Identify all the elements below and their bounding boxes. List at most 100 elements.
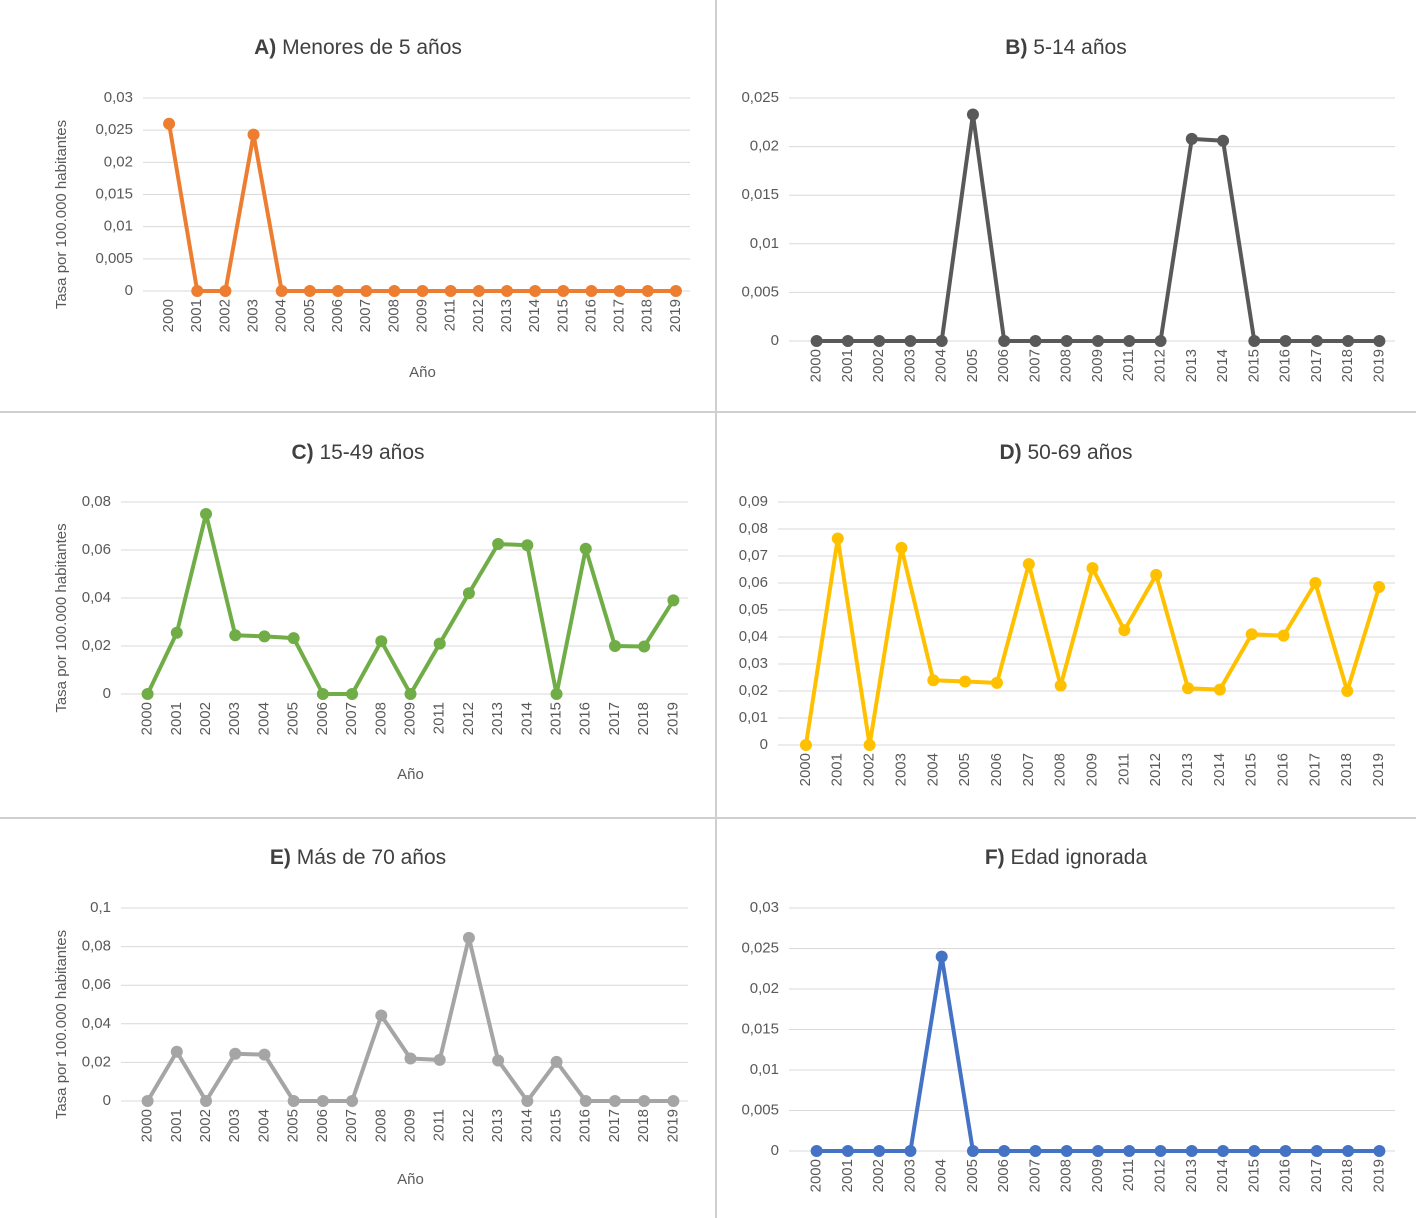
y-tick-label: 0 bbox=[103, 685, 111, 702]
data-point bbox=[895, 541, 908, 554]
data-point bbox=[1217, 134, 1230, 147]
panel-letter: E) bbox=[270, 846, 291, 869]
data-point bbox=[1123, 1145, 1136, 1157]
data-point bbox=[492, 538, 505, 550]
x-tick-label: 2002 bbox=[870, 1159, 887, 1192]
x-tick-label: 2016 bbox=[1275, 753, 1292, 786]
x-tick-label: 2014 bbox=[1214, 349, 1231, 382]
x-tick-label: 2012 bbox=[1151, 1159, 1168, 1192]
x-tick-label: 2007 bbox=[1020, 753, 1037, 786]
x-tick-label: 2000 bbox=[139, 1109, 156, 1142]
data-point bbox=[1182, 682, 1195, 695]
data-point bbox=[935, 950, 948, 963]
y-tick-label: 0 bbox=[771, 1142, 779, 1159]
x-tick-label: 2015 bbox=[548, 1109, 565, 1142]
panel-title: 15-49 años bbox=[319, 441, 424, 464]
data-point bbox=[229, 1047, 242, 1060]
chart-panel: B) 5-14 años 0 0,005 0,01 0,015 0,02 0,025 2000… bbox=[741, 36, 1395, 382]
panel-letter: B) bbox=[1005, 36, 1027, 59]
x-tick-label: 2011 bbox=[431, 1109, 448, 1141]
x-tick-label: 2016 bbox=[577, 1109, 594, 1142]
panel-title: 5-14 años bbox=[1033, 36, 1126, 59]
x-tick-label: 2005 bbox=[956, 753, 973, 786]
x-tick-label: 2001 bbox=[839, 349, 856, 382]
data-point bbox=[1213, 683, 1226, 696]
chart-panel: E) Más de 70 años 0 0,02 0,04 0,06 0,08 0,1 200… bbox=[53, 846, 688, 1188]
data-point bbox=[433, 637, 446, 650]
data-point bbox=[1373, 1145, 1386, 1157]
data-point bbox=[229, 629, 242, 642]
x-tick-label: 2013 bbox=[1179, 753, 1196, 786]
x-tick-label: 2014 bbox=[1211, 753, 1228, 786]
x-axis-label: Año bbox=[397, 1171, 424, 1188]
panel-title: Edad ignorada bbox=[1011, 846, 1148, 869]
data-point bbox=[500, 285, 513, 297]
x-tick-label: 2013 bbox=[489, 1109, 506, 1142]
y-tick-label: 0,04 bbox=[82, 589, 111, 606]
panel-letter: F) bbox=[985, 846, 1005, 869]
x-tick-label: 2004 bbox=[273, 299, 290, 332]
y-tick-label: 0,02 bbox=[82, 637, 111, 654]
panel-title: 50-69 años bbox=[1027, 441, 1132, 464]
x-tick-label: 2003 bbox=[245, 299, 262, 332]
chart-title: E) Más de 70 años bbox=[270, 846, 446, 869]
data-point bbox=[1029, 1145, 1042, 1157]
data-point bbox=[1245, 628, 1258, 641]
y-tick-label: 0,08 bbox=[82, 493, 111, 510]
data-point bbox=[831, 532, 844, 545]
x-tick-label: 2005 bbox=[301, 299, 318, 332]
data-point bbox=[1310, 335, 1323, 347]
data-point bbox=[557, 285, 570, 297]
x-tick-label: 2006 bbox=[995, 349, 1012, 382]
x-tick-label: 2013 bbox=[498, 299, 515, 332]
data-point bbox=[1373, 581, 1386, 594]
data-point bbox=[275, 285, 288, 297]
y-tick-label: 0,015 bbox=[741, 1020, 779, 1037]
data-point bbox=[258, 630, 271, 643]
data-point bbox=[667, 1095, 680, 1107]
x-tick-label: 2000 bbox=[160, 299, 177, 332]
data-point bbox=[1060, 335, 1073, 347]
data-point bbox=[360, 285, 373, 297]
data-point bbox=[904, 1145, 917, 1157]
data-point bbox=[1279, 1145, 1292, 1157]
data-point bbox=[416, 285, 429, 297]
data-point bbox=[462, 931, 475, 944]
data-point bbox=[641, 285, 654, 297]
y-tick-label: 0,08 bbox=[82, 938, 111, 955]
x-tick-label: 2016 bbox=[1277, 1159, 1294, 1192]
data-point bbox=[1310, 1145, 1323, 1157]
x-tick-label: 2005 bbox=[964, 1159, 981, 1192]
y-tick-label: 0,025 bbox=[741, 89, 779, 106]
y-tick-label: 0,02 bbox=[82, 1053, 111, 1070]
data-point bbox=[904, 335, 917, 347]
data-point bbox=[1118, 624, 1131, 637]
y-tick-label: 0,02 bbox=[104, 153, 133, 170]
x-tick-label: 2008 bbox=[372, 702, 389, 735]
x-tick-label: 2002 bbox=[870, 349, 887, 382]
x-tick-label: 2013 bbox=[489, 702, 506, 735]
x-tick-label: 2001 bbox=[168, 702, 185, 735]
y-tick-label: 0,005 bbox=[741, 1101, 779, 1118]
x-tick-label: 2018 bbox=[1339, 1159, 1356, 1192]
data-point bbox=[585, 285, 598, 297]
chart-panel: F) Edad ignorada 0 0,005 0,01 0,015 0,02 0,025… bbox=[741, 846, 1395, 1192]
data-point bbox=[966, 108, 979, 121]
x-tick-label: 2015 bbox=[1245, 1159, 1262, 1192]
data-point bbox=[1341, 685, 1354, 697]
x-axis-label: Año bbox=[409, 364, 436, 381]
chart-title: F) Edad ignorada bbox=[985, 846, 1148, 869]
data-point bbox=[799, 739, 812, 751]
x-tick-label: 2013 bbox=[1183, 1159, 1200, 1192]
x-tick-label: 2006 bbox=[314, 702, 331, 735]
y-tick-label: 0 bbox=[103, 1092, 111, 1109]
chart-title: A) Menores de 5 años bbox=[254, 36, 462, 59]
x-tick-label: 2003 bbox=[226, 1109, 243, 1142]
x-tick-label: 2004 bbox=[255, 1109, 272, 1142]
x-tick-label: 2000 bbox=[808, 349, 825, 382]
data-point bbox=[1217, 1145, 1230, 1157]
x-tick-label: 2000 bbox=[139, 702, 156, 735]
x-tick-label: 2009 bbox=[1089, 349, 1106, 382]
